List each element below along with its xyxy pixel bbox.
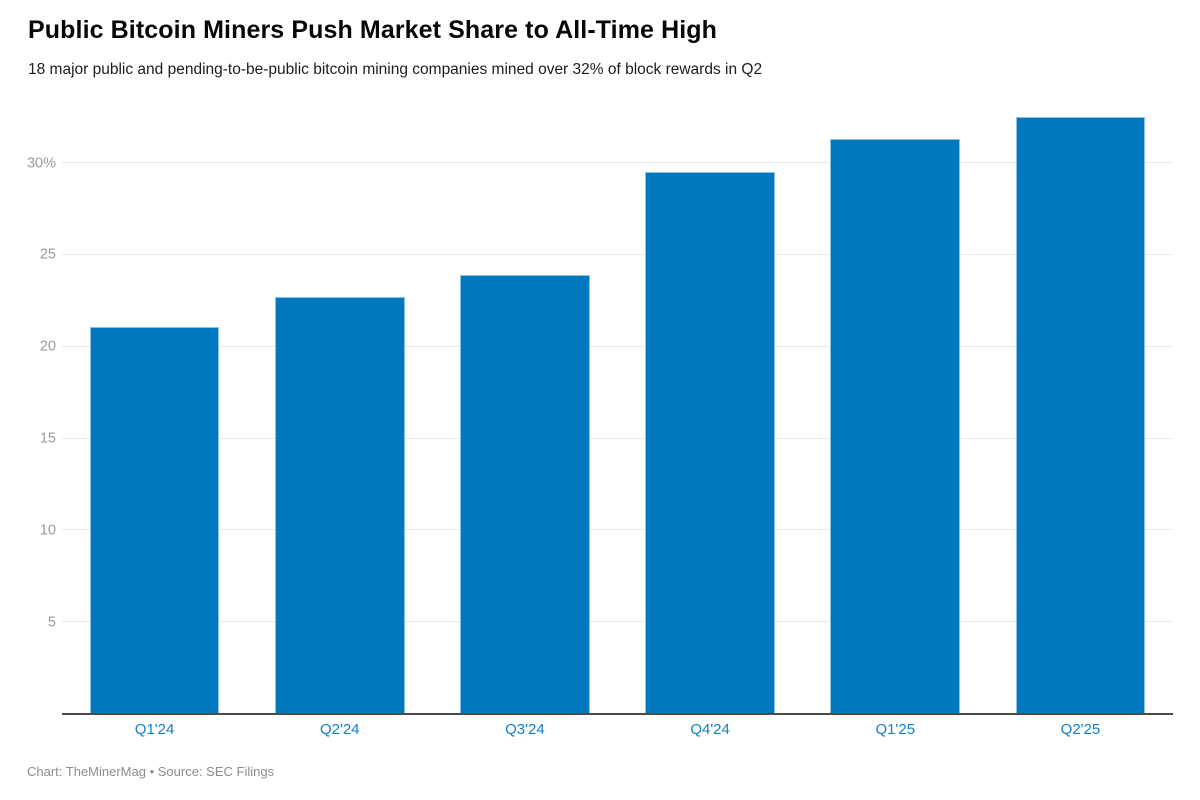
bar-slot — [62, 108, 247, 714]
x-tick-label-q224: Q2'24 — [319, 721, 360, 738]
x-tick-label-q324: Q3'24 — [505, 721, 545, 738]
gridline-20 — [62, 345, 1173, 347]
y-tick-label-5: 5 — [47, 613, 56, 630]
bar-slot — [247, 108, 432, 714]
bar-q224[interactable] — [274, 297, 405, 714]
x-tick-label-q424: Q4'24 — [690, 721, 730, 738]
y-tick-label-30: 30% — [26, 154, 56, 171]
bar-slot — [803, 108, 988, 714]
x-tick-label-q124: Q1'24 — [134, 721, 175, 738]
y-tick-label-20: 20 — [39, 338, 56, 355]
bar-slot — [432, 108, 617, 714]
bar-q424[interactable] — [645, 172, 775, 714]
chart-subtitle: 18 major public and pending-to-be-public… — [28, 61, 763, 78]
gridline-30 — [62, 162, 1173, 164]
bars-layer — [62, 108, 1173, 714]
page-title: Public Bitcoin Miners Push Market Share … — [28, 16, 718, 44]
bar-slot — [618, 108, 803, 714]
y-axis-labels: 5 10 15 20 25 30% — [0, 108, 56, 714]
gridline-15 — [62, 437, 1173, 439]
gridline-5 — [62, 621, 1173, 623]
chart-plot-area — [62, 108, 1173, 715]
x-tick-label-q125: Q1'25 — [875, 721, 916, 738]
gridline-25 — [62, 253, 1173, 255]
chart-credit: Chart: TheMinerMag • Source: SEC Filings — [27, 764, 275, 779]
bar-q324[interactable] — [460, 275, 590, 714]
bar-q225[interactable] — [1015, 117, 1146, 714]
x-axis-labels: Q1'24 Q2'24 Q3'24 Q4'24 Q1'25 Q2'25 — [62, 722, 1173, 737]
bar-q124[interactable] — [89, 326, 220, 714]
y-tick-label-10: 10 — [39, 522, 56, 539]
gridline-10 — [62, 529, 1173, 531]
x-axis-line — [62, 713, 1173, 715]
x-tick-label-q225: Q2'25 — [1060, 721, 1101, 738]
y-tick-label-25: 25 — [39, 246, 56, 263]
y-tick-label-15: 15 — [39, 430, 56, 447]
bar-q125[interactable] — [830, 139, 961, 714]
bar-slot — [988, 108, 1173, 714]
